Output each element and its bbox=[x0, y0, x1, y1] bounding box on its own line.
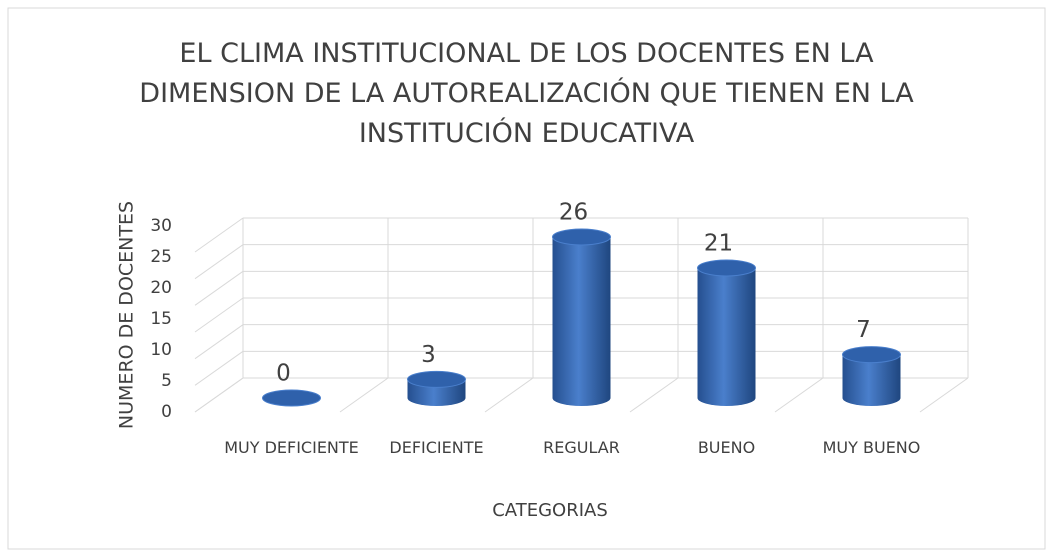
bar bbox=[262, 389, 321, 407]
bar-part bbox=[552, 228, 611, 246]
value-label: 0 bbox=[276, 361, 291, 387]
grid-line-side bbox=[194, 244, 244, 280]
x-tick-label: REGULAR bbox=[543, 438, 620, 457]
grid-line-side bbox=[194, 270, 244, 306]
y-tick-label: 10 bbox=[150, 340, 172, 360]
y-tick-label: 30 bbox=[150, 216, 172, 236]
bar bbox=[842, 346, 901, 406]
bar-part bbox=[842, 354, 901, 406]
x-axis-label: CATEGORIAS bbox=[492, 500, 608, 521]
y-tick-label: 0 bbox=[161, 402, 172, 422]
floor-divider bbox=[629, 377, 679, 413]
grid-line-side bbox=[194, 217, 244, 253]
y-axis-label: NUMERO DE DOCENTES bbox=[116, 201, 138, 429]
grid-line-side bbox=[194, 324, 244, 360]
value-label: 21 bbox=[704, 230, 733, 256]
floor-divider bbox=[339, 377, 389, 413]
bar bbox=[697, 259, 756, 406]
bar-part bbox=[407, 370, 466, 388]
floor-divider bbox=[194, 377, 244, 413]
value-label: 3 bbox=[421, 342, 436, 368]
bar-part bbox=[552, 237, 611, 406]
x-tick-label: DEFICIENTE bbox=[389, 438, 484, 457]
y-tick-label: 25 bbox=[150, 247, 172, 267]
bar bbox=[552, 228, 611, 406]
value-label: 26 bbox=[559, 200, 588, 226]
grid-line-side bbox=[194, 350, 244, 386]
bar-part bbox=[697, 267, 756, 406]
grid-line-side bbox=[194, 297, 244, 333]
bar-part bbox=[262, 389, 321, 407]
value-label: 7 bbox=[856, 317, 871, 343]
x-tick-label: MUY DEFICIENTE bbox=[224, 438, 359, 457]
floor-divider bbox=[484, 377, 534, 413]
chart-border bbox=[7, 7, 1046, 550]
floor-divider bbox=[774, 377, 824, 413]
x-tick-label: MUY BUENO bbox=[822, 438, 921, 457]
bar bbox=[407, 370, 466, 406]
bar-part bbox=[697, 259, 756, 277]
y-tick-label: 20 bbox=[150, 278, 172, 298]
chart-title: EL CLIMA INSTITUCIONAL DE LOS DOCENTES E… bbox=[139, 38, 914, 149]
x-tick-label: BUENO bbox=[697, 438, 756, 457]
y-tick-label: 5 bbox=[161, 371, 172, 391]
floor-divider bbox=[919, 377, 969, 413]
y-tick-label: 15 bbox=[150, 309, 172, 329]
bar-part bbox=[842, 346, 901, 364]
